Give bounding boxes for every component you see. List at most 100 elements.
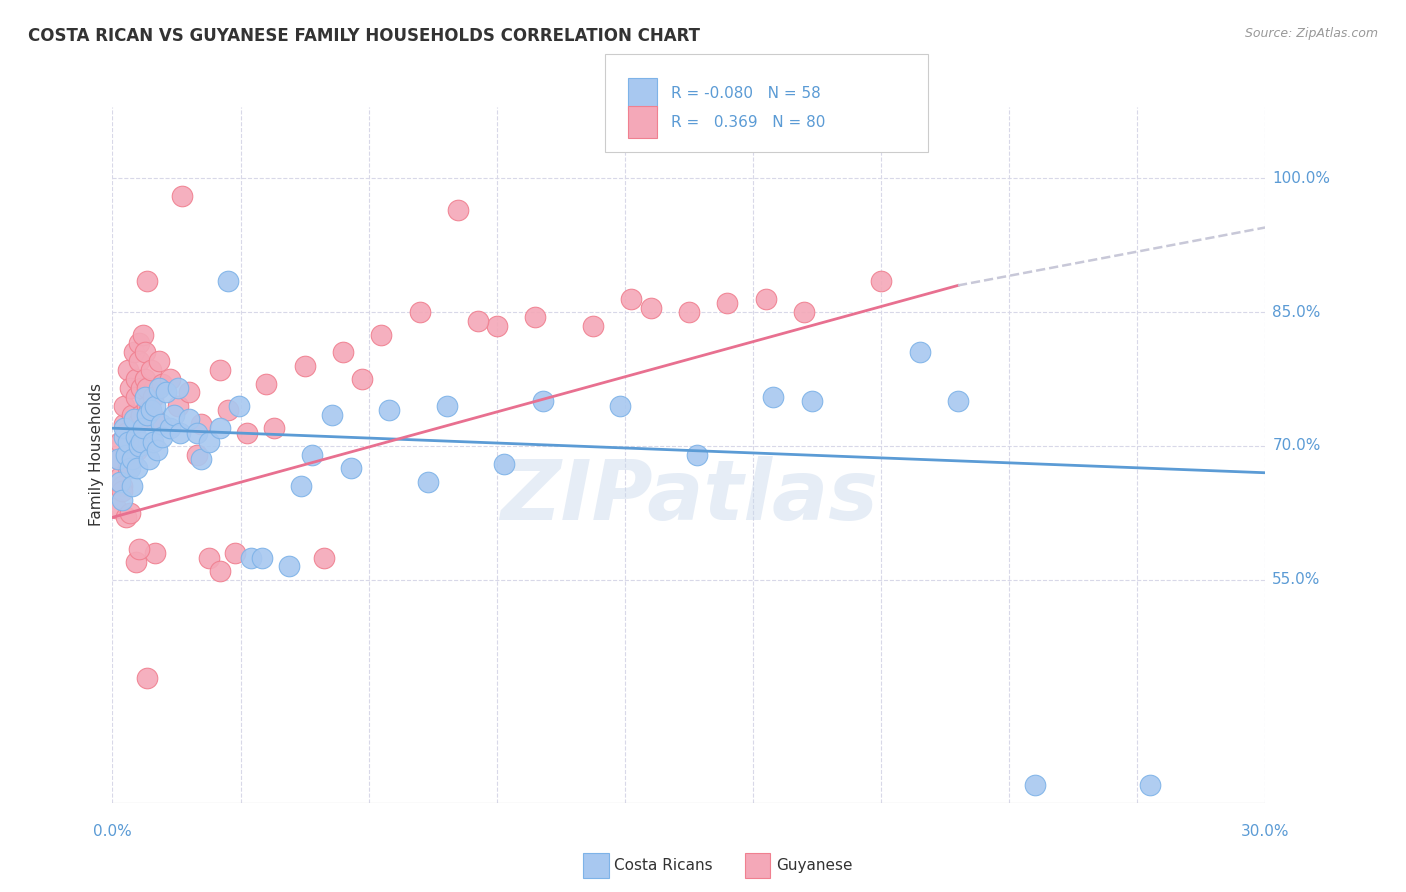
Point (112, 399, 135, 413)
Point (127, 417, 149, 431)
Point (436, 399, 458, 413)
Point (685, 448, 707, 462)
Point (138, 403, 160, 417)
Point (531, 394, 554, 409)
Point (121, 408, 143, 422)
Point (112, 430, 135, 444)
Point (166, 381, 188, 395)
Point (163, 408, 186, 422)
Point (145, 443, 167, 458)
Point (142, 434, 165, 449)
Point (416, 475, 439, 489)
Text: Source: ZipAtlas.com: Source: ZipAtlas.com (1244, 27, 1378, 40)
Point (124, 372, 146, 386)
Point (582, 318, 605, 333)
Point (254, 376, 277, 391)
Point (716, 296, 738, 310)
Point (124, 390, 146, 404)
Point (209, 421, 232, 435)
Point (134, 390, 156, 404)
Point (136, 408, 159, 422)
Point (224, 546, 246, 560)
Point (946, 394, 969, 409)
Text: 70.0%: 70.0% (1272, 439, 1320, 453)
Point (793, 305, 815, 319)
Point (197, 434, 219, 449)
Point (186, 425, 208, 440)
Point (121, 452, 143, 467)
Point (121, 434, 143, 449)
Text: Guyanese: Guyanese (776, 858, 852, 872)
Point (122, 412, 145, 426)
Point (124, 555, 146, 569)
Point (640, 301, 662, 315)
Point (152, 430, 174, 444)
Point (217, 274, 239, 288)
Point (105, 501, 128, 516)
Point (620, 292, 643, 306)
Point (111, 492, 134, 507)
Point (136, 274, 159, 288)
Point (609, 399, 631, 413)
Point (107, 452, 129, 467)
Point (294, 359, 316, 373)
Text: ZIPatlas: ZIPatlas (501, 456, 877, 537)
Point (138, 452, 160, 467)
Point (278, 559, 301, 574)
Point (111, 483, 134, 498)
Point (128, 336, 150, 351)
Point (339, 461, 361, 475)
Point (108, 470, 131, 484)
Point (678, 305, 700, 319)
Point (143, 399, 166, 413)
Point (134, 372, 156, 386)
Point (908, 345, 931, 359)
Point (128, 439, 150, 453)
Point (127, 443, 149, 458)
Point (169, 425, 191, 440)
Point (136, 381, 159, 395)
Text: 0.0%: 0.0% (93, 823, 132, 838)
Point (115, 425, 138, 440)
Point (166, 399, 188, 413)
Point (370, 327, 392, 342)
Point (107, 452, 129, 467)
Point (118, 461, 141, 475)
Point (139, 403, 162, 417)
Point (236, 425, 259, 440)
Text: Costa Ricans: Costa Ricans (614, 858, 713, 872)
Point (228, 399, 250, 413)
Point (170, 189, 193, 203)
Y-axis label: Family Households: Family Households (89, 384, 104, 526)
Point (117, 363, 139, 377)
Point (112, 417, 135, 431)
Point (1024, 778, 1046, 792)
Point (524, 310, 547, 324)
Point (115, 448, 138, 462)
Point (239, 550, 262, 565)
Text: R = -0.080   N = 58: R = -0.080 N = 58 (671, 87, 821, 101)
Point (179, 385, 201, 400)
Point (108, 475, 131, 489)
Point (118, 381, 141, 395)
Point (127, 461, 149, 475)
Point (190, 417, 212, 431)
Point (134, 345, 156, 359)
Point (800, 394, 823, 409)
Point (148, 354, 170, 368)
Point (124, 430, 146, 444)
Point (467, 314, 489, 328)
Point (447, 202, 470, 217)
Point (115, 510, 138, 524)
Point (209, 564, 232, 578)
Point (1139, 778, 1161, 792)
Point (190, 452, 212, 467)
Point (159, 372, 181, 386)
Point (332, 345, 354, 359)
Point (132, 421, 155, 435)
Text: 55.0%: 55.0% (1272, 573, 1320, 587)
Point (117, 461, 139, 475)
Point (143, 546, 166, 560)
Point (312, 550, 335, 565)
Point (152, 376, 174, 391)
